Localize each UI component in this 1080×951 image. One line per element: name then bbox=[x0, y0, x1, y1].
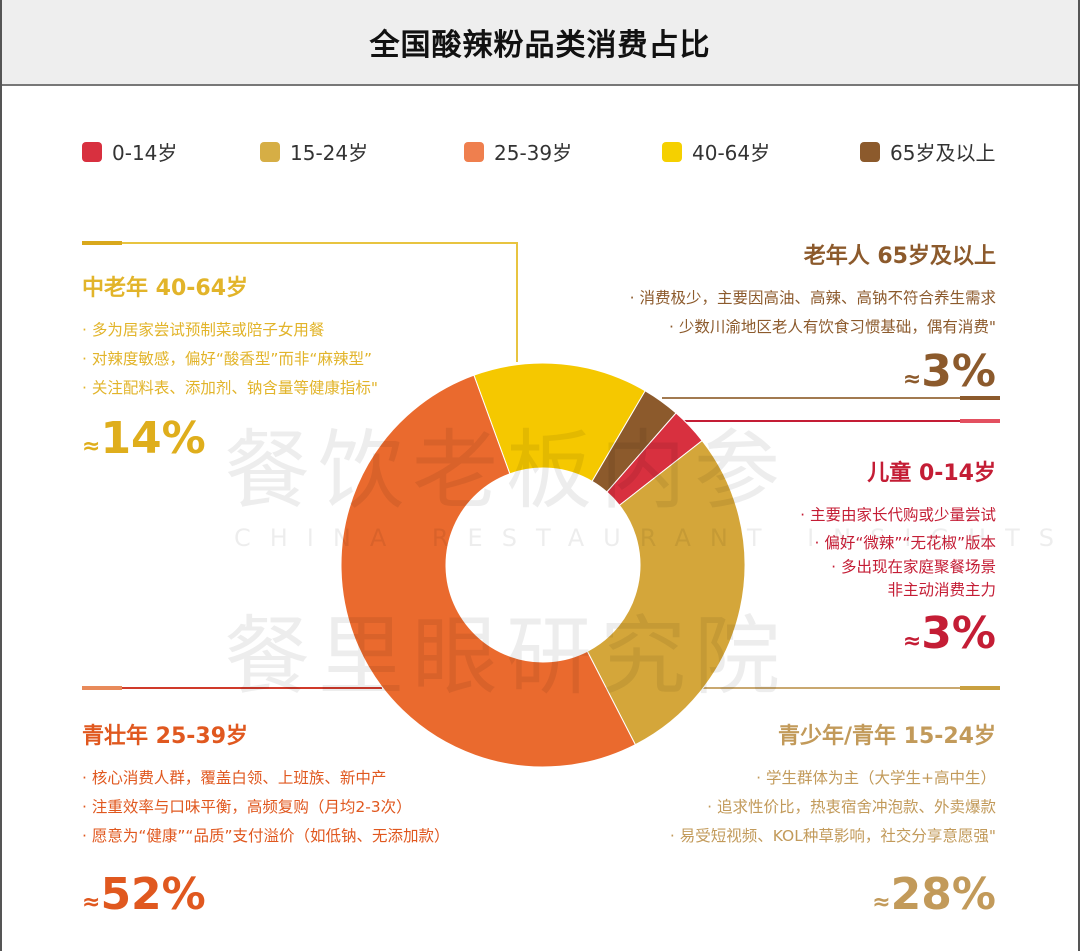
percent-value: ≈3% bbox=[800, 608, 996, 659]
legend-item-0-14: 0-14岁 bbox=[82, 137, 260, 166]
bullet: · 追求性价比，热衷宿舍冲泡款、外卖爆款 bbox=[707, 798, 996, 816]
block-title: 老年人 65岁及以上 bbox=[803, 244, 996, 269]
divider-line bbox=[662, 397, 1000, 399]
percent-value: ≈3% bbox=[630, 346, 996, 397]
divider-line bbox=[960, 419, 1000, 423]
bullet: · 对辣度敏感，偏好“酸香型”而非“麻辣型” bbox=[82, 350, 372, 368]
bullet: · 注重效率与口味平衡，高频复购（月均2-3次） bbox=[82, 798, 412, 816]
bullet: · 愿意为“健康”“品质”支付溢价（如低钠、无添加款） bbox=[82, 827, 450, 845]
bullet: · 多出现在家庭聚餐场景 bbox=[831, 558, 996, 576]
divider-line bbox=[960, 396, 1000, 400]
bullet: 非主动消费主力 bbox=[887, 581, 996, 599]
block-40-64: 中老年 40-64岁 · 多为居家尝试预制菜或陪子女用餐 · 对辣度敏感，偏好“… bbox=[82, 270, 378, 464]
approx-sign: ≈ bbox=[902, 367, 922, 392]
percent-number: 14% bbox=[100, 413, 206, 464]
donut-slice-15-24岁 bbox=[586, 439, 746, 746]
percent-number: 52% bbox=[100, 869, 206, 920]
divider-line bbox=[960, 686, 1000, 690]
bullet: · 少数川渝地区老人有饮食习惯基础，偶有消费" bbox=[669, 318, 996, 336]
legend: 0-14岁 15-24岁 25-39岁 40-64岁 65岁及以上 bbox=[82, 137, 995, 166]
legend-item-65-plus: 65岁及以上 bbox=[860, 137, 995, 166]
divider-line bbox=[684, 420, 1000, 422]
block-title: 青少年/青年 15-24岁 bbox=[777, 724, 996, 749]
legend-item-15-24: 15-24岁 bbox=[260, 137, 464, 166]
divider-line bbox=[516, 242, 518, 362]
bullet: · 关注配料表、添加剂、钠含量等健康指标" bbox=[82, 379, 378, 397]
legend-item-25-39: 25-39岁 bbox=[464, 137, 662, 166]
legend-swatch bbox=[464, 141, 484, 162]
block-title: 中老年 40-64岁 bbox=[82, 276, 249, 301]
percent-number: 3% bbox=[921, 608, 996, 659]
block-title: 儿童 0-14岁 bbox=[867, 461, 996, 486]
block-title: 青壮年 25-39岁 bbox=[82, 724, 249, 749]
legend-label: 25-39岁 bbox=[494, 141, 573, 165]
block-0-14: 儿童 0-14岁 · 主要由家长代购或少量尝试 · 偏好“微辣”“无花椒”版本 … bbox=[800, 455, 996, 659]
donut-slice-40-64岁 bbox=[473, 362, 646, 483]
legend-label: 40-64岁 bbox=[692, 141, 771, 165]
legend-swatch bbox=[662, 141, 682, 162]
percent-number: 28% bbox=[890, 869, 996, 920]
page-title: 全国酸辣粉品类消费占比 bbox=[369, 28, 711, 63]
bullet: · 学生群体为主（大学生+高中生） bbox=[756, 769, 996, 787]
divider-line bbox=[692, 687, 1000, 689]
percent-value: ≈28% bbox=[670, 869, 996, 920]
title-bar: 全国酸辣粉品类消费占比 bbox=[2, 0, 1078, 86]
legend-swatch bbox=[860, 141, 880, 162]
divider-line bbox=[82, 242, 518, 244]
bullet: · 主要由家长代购或少量尝试 bbox=[800, 506, 996, 524]
divider-line bbox=[82, 241, 122, 245]
legend-label: 65岁及以上 bbox=[890, 141, 996, 165]
legend-swatch bbox=[260, 141, 280, 162]
divider-line bbox=[82, 686, 122, 690]
legend-swatch bbox=[82, 141, 102, 162]
percent-value: ≈14% bbox=[82, 413, 378, 464]
block-15-24: 青少年/青年 15-24岁 · 学生群体为主（大学生+高中生） · 追求性价比，… bbox=[670, 718, 996, 920]
legend-label: 0-14岁 bbox=[112, 141, 178, 165]
donut-slice-25-39岁 bbox=[340, 374, 637, 768]
bullet: · 消费极少，主要因高油、高辣、高钠不符合养生需求 bbox=[629, 289, 996, 307]
block-25-39: 青壮年 25-39岁 · 核心消费人群，覆盖白领、上班族、新中产 · 注重效率与… bbox=[82, 718, 449, 920]
bullet: · 核心消费人群，覆盖白领、上班族、新中产 bbox=[82, 769, 387, 787]
bullet: · 偏好“微辣”“无花椒”版本 bbox=[814, 534, 996, 552]
legend-item-40-64: 40-64岁 bbox=[662, 137, 860, 166]
approx-sign: ≈ bbox=[82, 890, 101, 915]
divider-line bbox=[82, 687, 382, 689]
approx-sign: ≈ bbox=[82, 434, 101, 459]
bullet: · 多为居家尝试预制菜或陪子女用餐 bbox=[82, 321, 325, 339]
block-65-plus: 老年人 65岁及以上 · 消费极少，主要因高油、高辣、高钠不符合养生需求 · 少… bbox=[630, 238, 996, 397]
approx-sign: ≈ bbox=[872, 890, 891, 915]
legend-label: 15-24岁 bbox=[290, 141, 369, 165]
percent-number: 3% bbox=[921, 346, 996, 397]
bullet: · 易受短视频、KOL种草影响，社交分享意愿强" bbox=[669, 827, 996, 845]
approx-sign: ≈ bbox=[902, 629, 922, 654]
percent-value: ≈52% bbox=[82, 869, 449, 920]
